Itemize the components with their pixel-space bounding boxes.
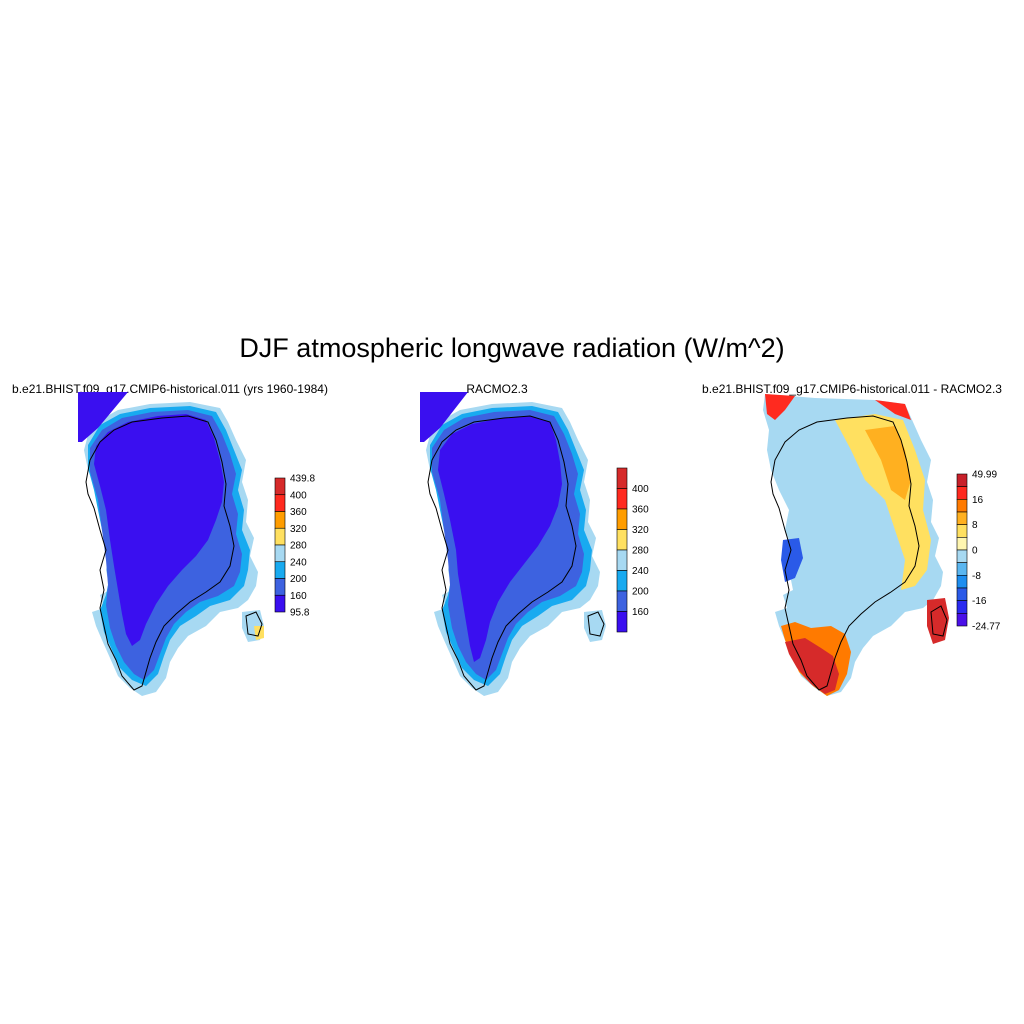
- colorbar-swatch: [616, 529, 628, 551]
- panel-title-reference: RACMO2.3: [466, 382, 528, 396]
- colorbar-tick-label: 200: [632, 587, 649, 598]
- colorbar-tick-label: 16: [972, 495, 984, 506]
- colorbar-tick-label: 400: [290, 490, 307, 501]
- colorbar-tick-label: 439.8: [290, 474, 315, 485]
- colorbar-swatch: [956, 537, 968, 551]
- field-interior-core: [94, 414, 224, 646]
- field-interior-core: [438, 416, 562, 662]
- colorbar-model: 439.8 400 360 320 280 240 200 160 95.8: [274, 474, 315, 619]
- greenland-field-map: [763, 394, 949, 696]
- field-nw-corner: [420, 392, 468, 442]
- greenland-field-map: [420, 392, 606, 696]
- colorbar-tick-label: 360: [632, 505, 649, 516]
- colorbar-swatch: [956, 587, 968, 601]
- coastline: [427, 415, 577, 691]
- colorbar-tick-label: -16: [972, 596, 987, 607]
- colorbar-swatch: [274, 494, 286, 512]
- colorbar-swatch: [956, 486, 968, 500]
- colorbar-swatch: [616, 549, 628, 571]
- colorbar-tick-label: 280: [290, 541, 307, 552]
- colorbar-swatch: [616, 611, 628, 633]
- diff-east-island: [927, 598, 949, 644]
- colorbar-swatch: [616, 467, 628, 489]
- map-panel-reference: 400 360 320 280 240 200 160: [420, 392, 649, 696]
- coastline: [85, 415, 235, 691]
- colorbar-tick-label: 0: [972, 546, 978, 557]
- colorbar-tick-label: -24.77: [972, 622, 1001, 633]
- colorbar-tick-label: 400: [632, 484, 649, 495]
- colorbar-tick-label: 8: [972, 520, 978, 531]
- colorbar-swatch: [956, 600, 968, 614]
- colorbar-tick-label: 320: [632, 525, 649, 536]
- colorbar-swatch: [956, 473, 968, 487]
- colorbar-tick-label: 360: [290, 507, 307, 518]
- map-panel-model: 439.8 400 360 320 280 240 200 160 95.8: [78, 392, 315, 696]
- coastline-island: [587, 611, 605, 637]
- colorbar-swatch: [956, 562, 968, 576]
- diff-west-blue: [781, 538, 803, 582]
- colorbar-swatch: [274, 544, 286, 563]
- colorbar-swatch: [274, 477, 286, 496]
- diff-yellow-east: [835, 414, 931, 590]
- colorbar-reference: 400 360 320 280 240 200 160: [616, 467, 649, 633]
- colorbar-tick-label: 200: [290, 574, 307, 585]
- colorbar-swatch: [274, 511, 286, 529]
- map-panel-difference: 49.99 16 8 0 -8 -16 -24.77: [763, 394, 1001, 696]
- colorbar-swatch: [956, 549, 968, 563]
- colorbar-swatch: [956, 575, 968, 589]
- colorbar-swatch: [274, 561, 286, 579]
- colorbar-difference: 49.99 16 8 0 -8 -16 -24.77: [956, 470, 1001, 633]
- colorbar-swatch: [616, 488, 628, 510]
- colorbar-tick-label: 240: [632, 566, 649, 577]
- colorbar-tick-label: 280: [632, 546, 649, 557]
- coastline-island: [930, 605, 948, 637]
- colorbar-swatch: [616, 590, 628, 612]
- colorbar-swatch: [956, 524, 968, 538]
- figure-title: DJF atmospheric longwave radiation (W/m^…: [239, 333, 785, 363]
- colorbar-tick-label: 95.8: [290, 608, 310, 619]
- colorbar-swatch: [274, 578, 286, 596]
- coastline: [770, 415, 920, 691]
- diff-south-red: [785, 638, 839, 694]
- colorbar-swatch: [616, 570, 628, 592]
- colorbar-tick-label: 160: [632, 607, 649, 618]
- colorbar-tick-label: -8: [972, 571, 981, 582]
- field-nw-corner: [78, 392, 128, 442]
- colorbar-tick-label: 160: [290, 591, 307, 602]
- diff-red-north: [765, 394, 911, 420]
- greenland-field-map: [78, 392, 264, 696]
- panel-title-difference: b.e21.BHIST.f09_g17.CMIP6-historical.011…: [702, 382, 1002, 396]
- diff-orange-east: [865, 426, 911, 500]
- colorbar-swatch: [956, 499, 968, 513]
- colorbar-swatch: [616, 508, 628, 530]
- colorbar-swatch: [956, 613, 968, 627]
- colorbar-swatch: [274, 594, 286, 613]
- colorbar-swatch: [274, 527, 286, 546]
- colorbar-tick-label: 320: [290, 524, 307, 535]
- colorbar-swatch: [956, 511, 968, 525]
- field-east-island: [584, 610, 606, 642]
- colorbar-tick-label: 49.99: [972, 470, 997, 481]
- colorbar-tick-label: 240: [290, 557, 307, 568]
- coastline-island: [245, 611, 263, 637]
